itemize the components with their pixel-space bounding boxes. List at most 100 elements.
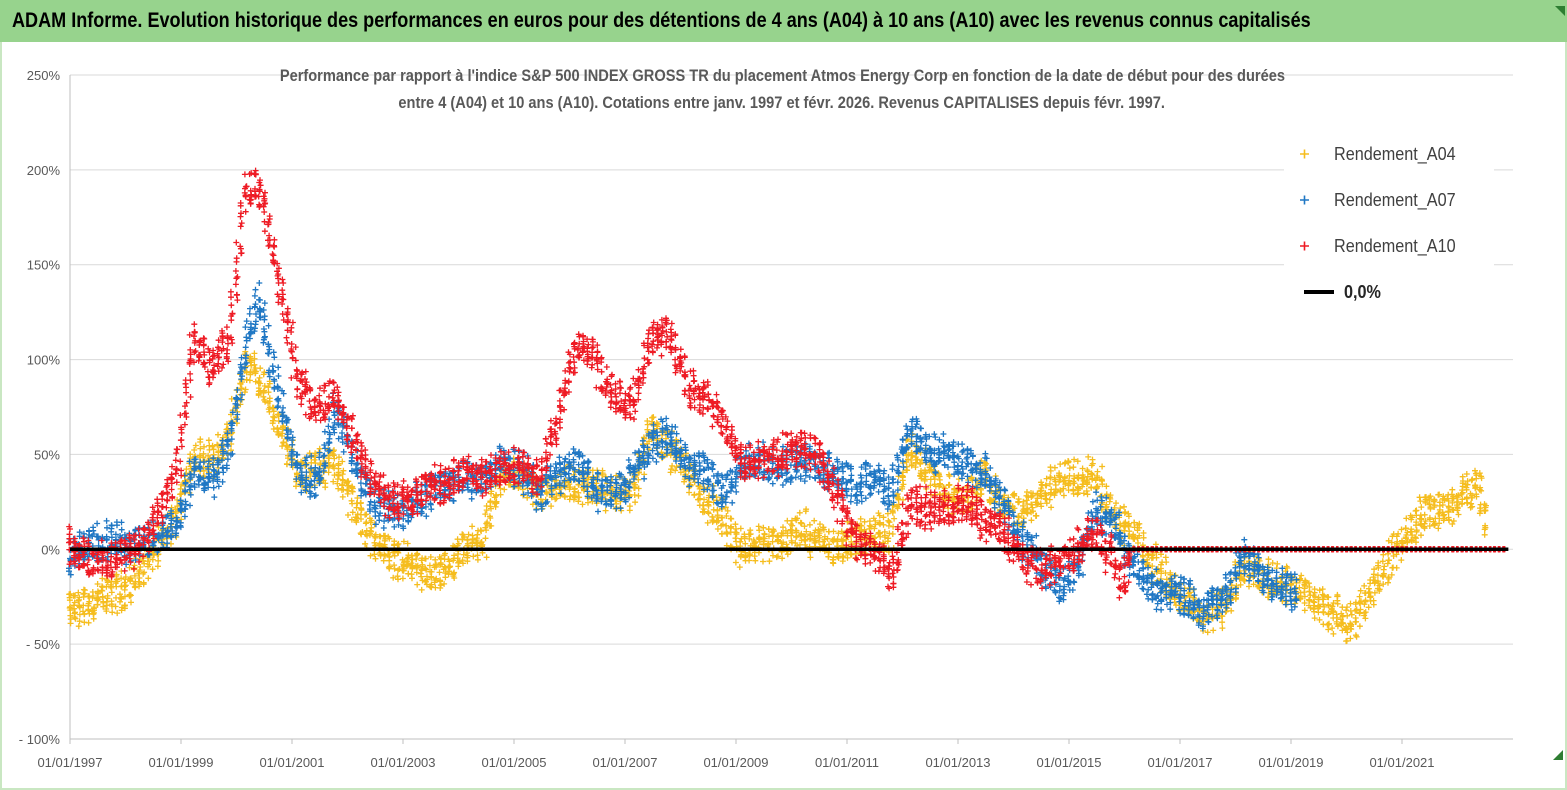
series-a04-marker [1403,515,1410,522]
series-a04-marker [728,515,735,522]
series-a04-marker [141,560,148,567]
series-a04-marker [1302,578,1309,585]
series-a04-marker [885,517,892,524]
series-a04-marker [280,439,287,446]
series-a04-marker [672,467,679,474]
series-a07-marker [261,300,268,307]
series-a04-marker [752,557,759,564]
series-a04-marker [885,522,892,529]
series-a07-marker [722,499,729,506]
series-a04-marker [464,552,471,559]
series-a04-marker [1398,557,1405,564]
series-a04-marker [978,490,985,497]
series-a07-marker [917,425,924,432]
series-a04-marker [99,575,106,582]
series-a04-marker [1435,491,1442,498]
x-tick-label: 01/01/1999 [148,755,213,770]
series-a04-marker [104,592,111,599]
series-a04-marker [900,481,907,488]
series-a04-marker [329,463,336,470]
series-a04-marker [1353,618,1360,625]
series-a04-marker [118,607,125,614]
series-a04-marker [760,558,766,565]
series-a04-marker [709,513,716,520]
series-a04-marker [857,515,864,522]
series-a04-marker [424,576,431,583]
series-a04-marker [571,493,578,500]
series-a04-marker [197,439,204,445]
series-a04-marker [797,541,803,548]
series-a07-marker [579,464,586,471]
series-a04-marker [387,563,393,570]
series-a04-marker [479,541,486,548]
series-a07-marker [653,458,660,465]
series-a04-marker [386,554,393,561]
series-a04-marker [921,476,928,483]
series-a04-marker [85,607,92,614]
series-a04-marker [1043,475,1050,482]
series-a04-marker [801,533,808,540]
series-a04-marker [251,355,258,362]
series-a04-marker [918,467,924,474]
series-a04-marker [391,552,398,559]
y-tick-label: 100% [27,353,61,368]
series-a04-marker [1210,627,1217,634]
series-a04-marker [968,474,975,481]
x-tick-label: 01/01/2007 [592,755,657,770]
series-a07-marker [262,333,268,340]
series-a04-marker [912,464,919,471]
series-a07-marker [357,480,364,487]
series-a07-marker [210,484,217,491]
series-a04-marker [1301,589,1308,596]
series-a04-marker [339,458,346,465]
series-a04-marker [824,535,831,542]
series-a04-marker [1015,496,1022,502]
series-a04-marker [127,578,134,585]
series-a04-marker [422,565,429,572]
series-a04-marker [1094,473,1100,479]
series-a04-marker [1163,559,1170,566]
series-a04-marker [437,578,443,585]
series-a04-marker [797,519,804,526]
series-a04-marker [469,523,476,530]
series-a04-marker [354,495,361,501]
series-a04-marker [246,377,253,384]
series-a04-marker [871,525,878,532]
series-a07-marker [595,508,601,515]
series-a04-marker [66,591,73,598]
series-a04-marker [1418,504,1425,511]
series-a04-marker [524,494,531,501]
series-a04-marker [669,462,676,469]
series-a04-marker [839,558,846,565]
series-a04-marker [251,350,258,357]
x-tick-label: 01/01/2021 [1369,755,1434,770]
series-a04-marker [779,555,786,562]
series-a04-marker [197,445,204,452]
series-a04-marker [880,521,887,528]
series-a04-marker [681,478,688,485]
series-a04-marker [66,605,73,611]
series-a04-marker [747,551,753,558]
series-a04-marker [335,460,342,467]
series-a04-marker [640,434,647,441]
series-a04-marker [201,443,207,450]
series-a04-marker [908,461,915,468]
series-a04-marker [118,594,125,601]
series-a04-marker [705,509,711,516]
series-a04-marker [107,583,114,590]
series-a04-marker [1416,494,1423,501]
series-a04-marker [109,609,116,616]
series-a04-marker [335,485,342,492]
series-a04-marker [81,587,88,594]
series-a04-marker [265,389,272,396]
series-a04-marker [261,383,268,389]
series-a04-marker [732,535,739,542]
series-a07-marker [668,437,675,444]
series-a07-marker [779,482,786,488]
y-tick-label: 50% [34,447,60,462]
series-a04-marker [1413,507,1420,514]
series-a07-marker [86,531,93,538]
series-a04-marker [1098,476,1105,483]
series-a04-marker [723,513,730,519]
series-a04-marker [76,596,82,603]
